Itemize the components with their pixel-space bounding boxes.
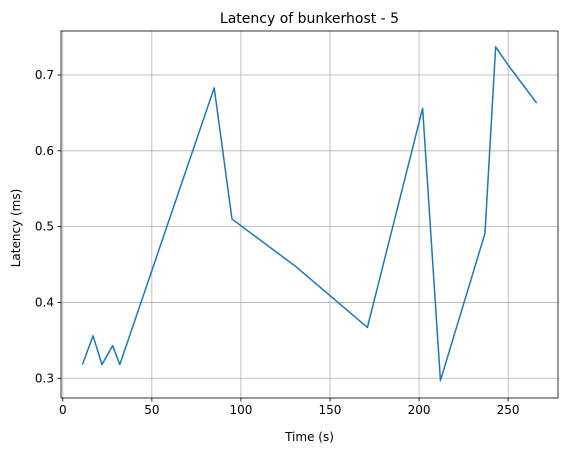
x-axis: 0 50 100 150 200 250 (59, 398, 520, 417)
y-axis-label: Latency (ms) (9, 189, 23, 268)
y-tick-label: 0.5 (35, 220, 54, 234)
series-layer (81, 46, 538, 382)
x-tick-label: 150 (319, 403, 342, 417)
plot-frame (60, 30, 559, 399)
y-tick-label: 0.3 (35, 371, 54, 385)
y-tick-label: 0.4 (35, 295, 54, 309)
y-tick-label: 0.7 (35, 68, 54, 82)
y-axis: 0.3 0.4 0.5 0.6 0.7 (35, 68, 61, 385)
x-tick-label: 100 (229, 403, 252, 417)
x-axis-label: Time (s) (284, 430, 334, 444)
chart-title: Latency of bunkerhost - 5 (220, 11, 399, 27)
x-tick-label: 0 (59, 403, 67, 417)
latency-line (81, 46, 538, 382)
x-tick-label: 50 (144, 403, 159, 417)
x-tick-label: 200 (408, 403, 431, 417)
grid (61, 31, 558, 398)
x-tick-label: 250 (497, 403, 520, 417)
y-tick-label: 0.6 (35, 144, 54, 158)
